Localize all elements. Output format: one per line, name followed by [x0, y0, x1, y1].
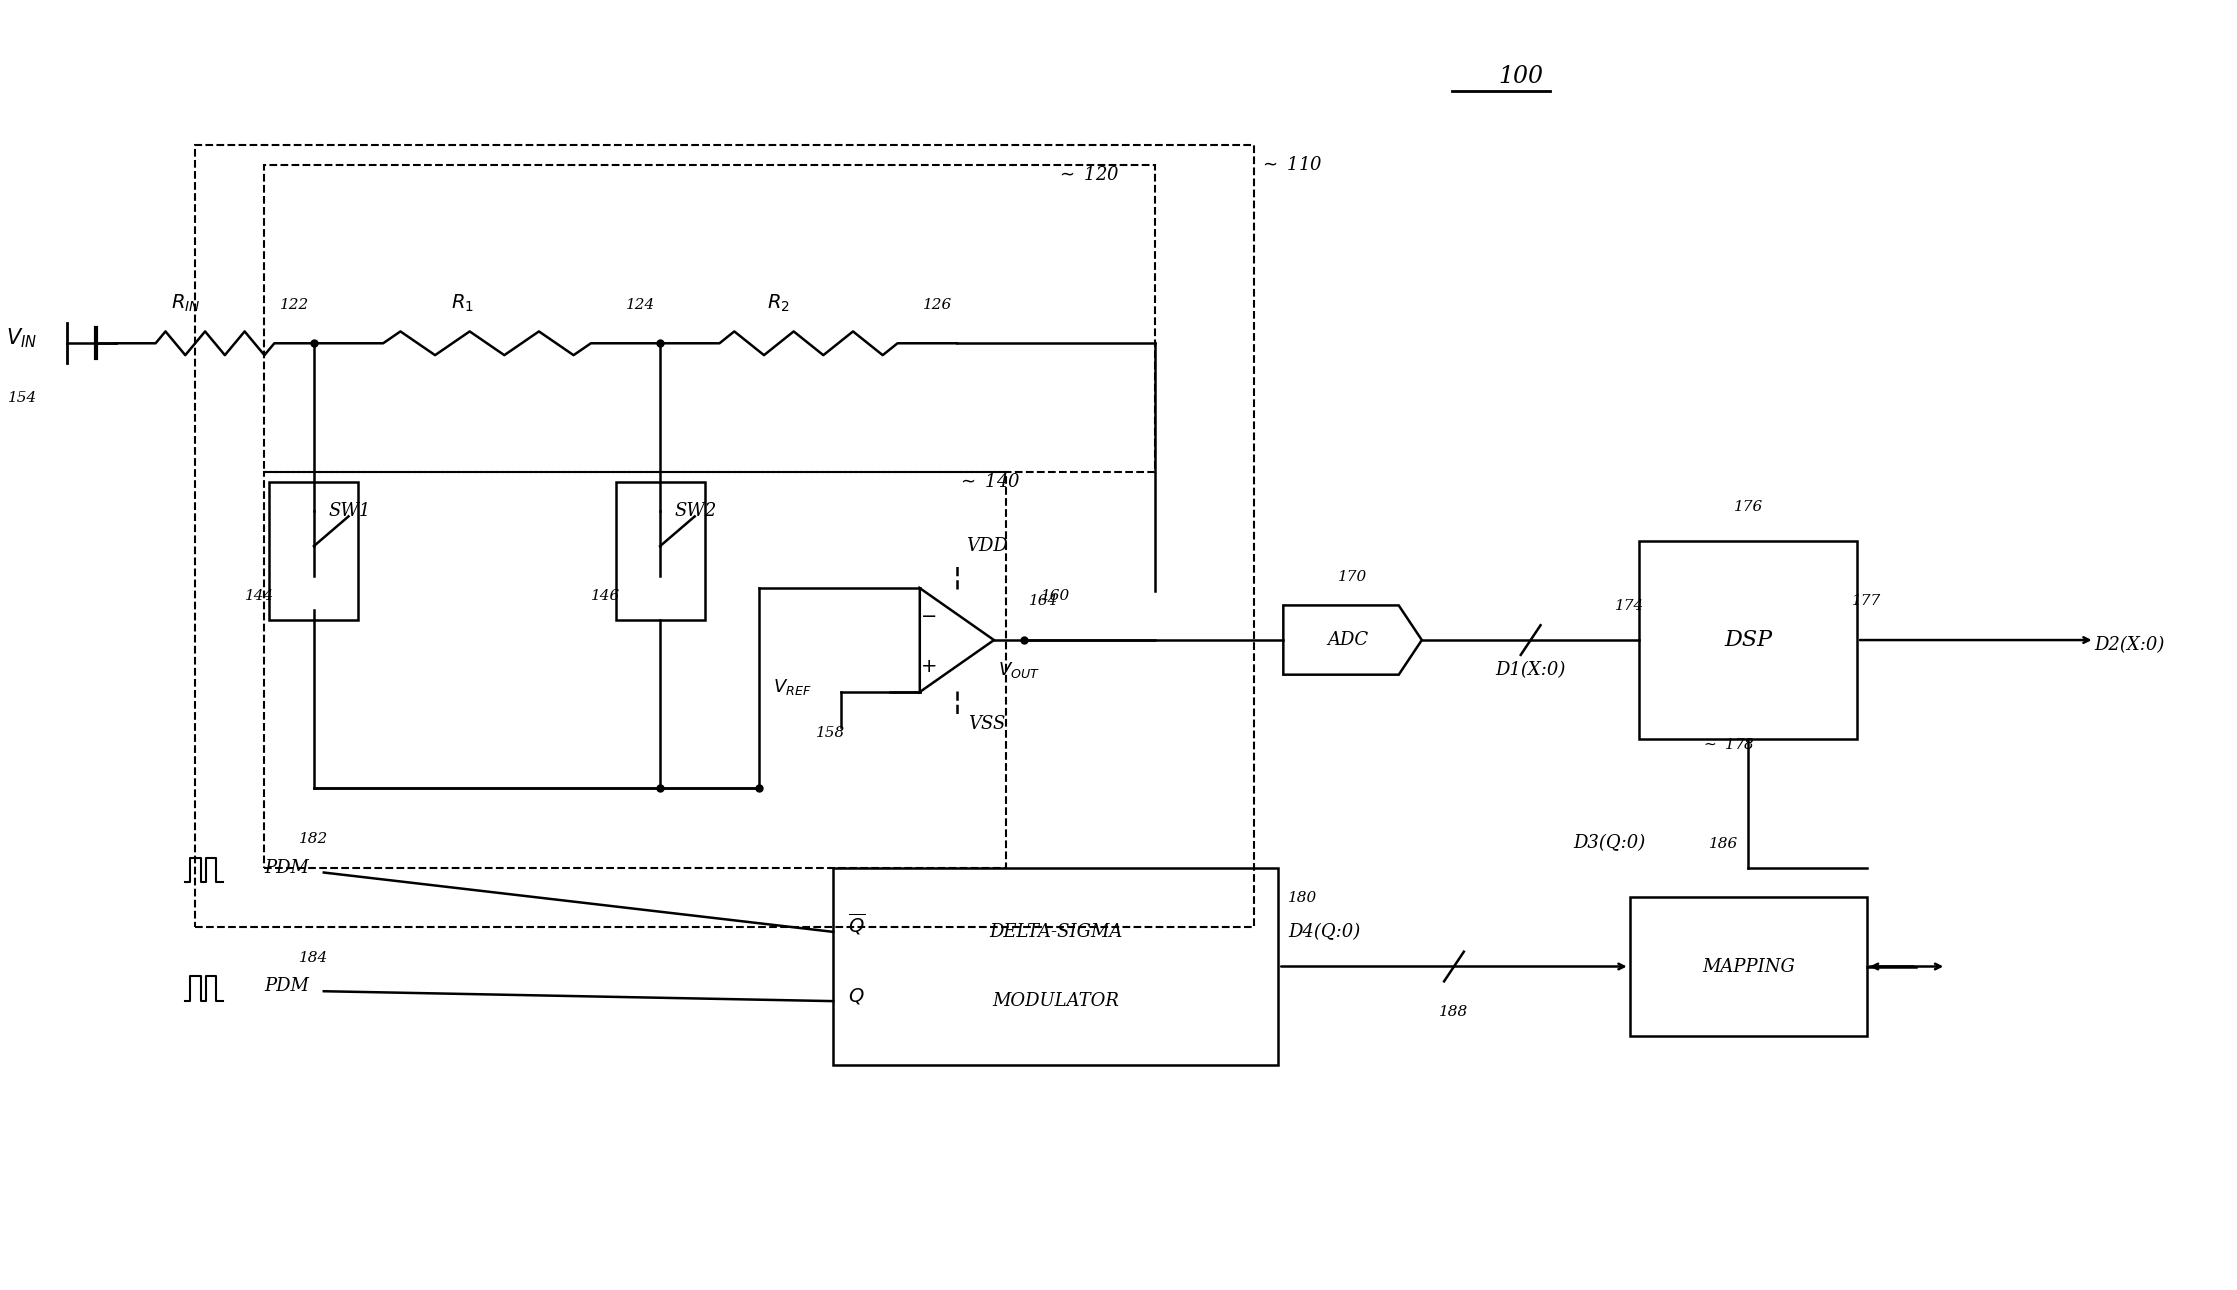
Text: 180: 180 [1289, 891, 1318, 906]
Text: MODULATOR: MODULATOR [993, 992, 1118, 1010]
Text: 186: 186 [1709, 837, 1738, 851]
Text: D4(Q:0): D4(Q:0) [1289, 922, 1360, 940]
Text: $R_1$: $R_1$ [452, 293, 474, 313]
Text: SW2: SW2 [676, 502, 718, 520]
Text: $\sim$ 120: $\sim$ 120 [1056, 166, 1118, 184]
Text: 146: 146 [591, 590, 620, 604]
Text: D3(Q:0): D3(Q:0) [1573, 833, 1646, 851]
Text: $-$: $-$ [919, 605, 935, 623]
Text: $\overline{Q}$: $\overline{Q}$ [848, 911, 866, 937]
Text: DELTA-SIGMA: DELTA-SIGMA [989, 922, 1123, 940]
Bar [615, 481, 705, 620]
Text: MAPPING: MAPPING [1702, 957, 1794, 975]
Text: 184: 184 [300, 951, 329, 965]
Text: 158: 158 [817, 725, 846, 739]
Text: $R_2$: $R_2$ [767, 293, 790, 313]
Text: VDD: VDD [966, 537, 1007, 555]
Text: 100: 100 [1499, 64, 1544, 88]
Text: $\sim$ 110: $\sim$ 110 [1259, 156, 1322, 174]
Text: VSS: VSS [969, 715, 1004, 733]
Text: PDM: PDM [264, 978, 309, 995]
Text: $\sim$ 178: $\sim$ 178 [1702, 737, 1756, 752]
Text: $R_{IN}$: $R_{IN}$ [170, 293, 199, 313]
Text: 124: 124 [626, 298, 655, 312]
Text: $Q$: $Q$ [848, 986, 866, 1006]
Text: 182: 182 [300, 832, 329, 846]
Text: 164: 164 [1029, 595, 1058, 609]
Text: PDM: PDM [264, 859, 309, 876]
Text: $+$: $+$ [919, 657, 935, 676]
Text: 122: 122 [280, 298, 309, 312]
Text: $\sim$ 140: $\sim$ 140 [957, 472, 1020, 490]
Bar [195, 146, 1253, 928]
Text: 144: 144 [244, 590, 275, 604]
Text: ADC: ADC [1327, 631, 1369, 649]
Text: 177: 177 [1852, 595, 1881, 609]
Text: $V_{OUT}$: $V_{OUT}$ [998, 659, 1040, 680]
Text: 170: 170 [1338, 570, 1367, 583]
Text: 176: 176 [1734, 501, 1763, 515]
Text: $V_{IN}$: $V_{IN}$ [7, 326, 36, 350]
Text: 188: 188 [1438, 1005, 1470, 1019]
Text: D2(X:0): D2(X:0) [2094, 636, 2165, 654]
Text: D1(X:0): D1(X:0) [1497, 660, 1566, 679]
Bar [832, 868, 1277, 1066]
Text: 154: 154 [7, 391, 36, 405]
Text: DSP: DSP [1725, 630, 1772, 651]
Text: $V_{REF}$: $V_{REF}$ [772, 677, 812, 697]
Text: 160: 160 [1040, 590, 1069, 604]
Text: 126: 126 [922, 298, 951, 312]
Bar [264, 165, 1154, 472]
Text: 174: 174 [1615, 600, 1644, 613]
Text: SW1: SW1 [329, 502, 371, 520]
Bar [268, 481, 358, 620]
Bar [264, 472, 1007, 868]
